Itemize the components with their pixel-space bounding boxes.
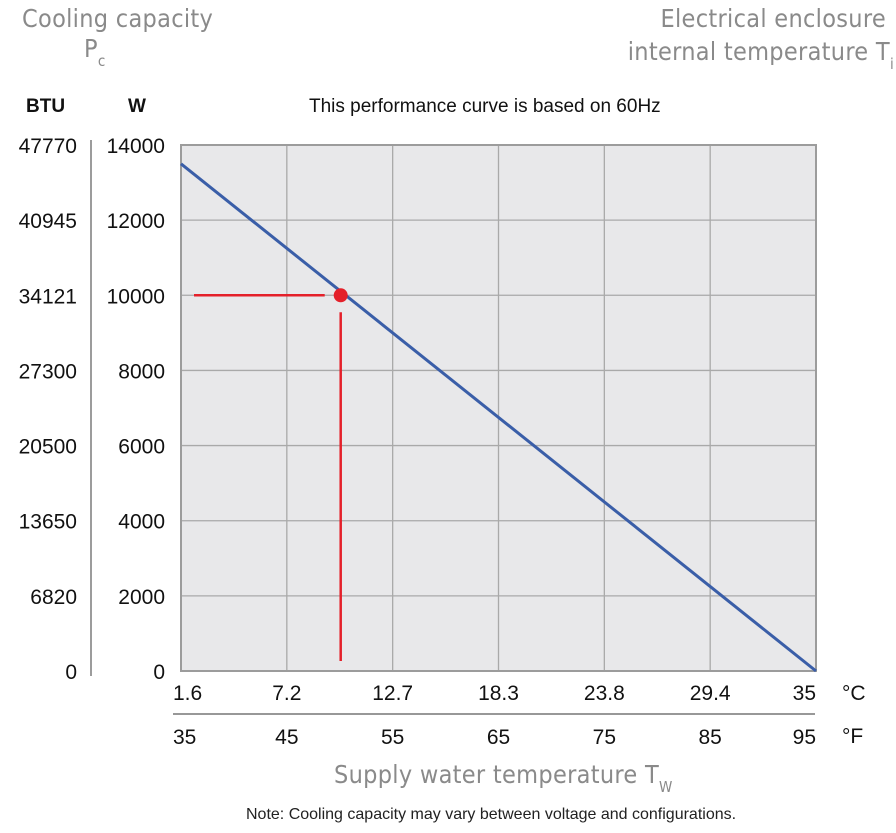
- y-axis-symbol: Pc: [84, 34, 106, 70]
- x-tick-label-celsius: 1.6: [173, 682, 202, 705]
- y-tick-label-btu: 13650: [19, 511, 77, 534]
- y-tick-label-btu: 0: [65, 661, 77, 684]
- top-right-title-subscript: i: [889, 55, 894, 73]
- x-axis-title-subscript: W: [659, 778, 673, 796]
- footnote: Note: Cooling capacity may vary between …: [246, 806, 737, 823]
- x-tick-label-fahrenheit: 85: [698, 726, 721, 749]
- y-tick-label-watt: 12000: [107, 210, 165, 233]
- y-tick-label-btu: 27300: [19, 360, 77, 383]
- y-tick-label-watt: 14000: [107, 135, 165, 158]
- y-tick-label-watt: 4000: [118, 511, 165, 534]
- chart-subtitle: This performance curve is based on 60Hz: [309, 96, 661, 117]
- y-tick-label-btu: 47770: [19, 135, 77, 158]
- y-tick-label-watt: 2000: [118, 586, 165, 609]
- x-tick-label-celsius: 7.2: [272, 682, 301, 705]
- y-tick-label-watt: 10000: [107, 285, 165, 308]
- x-tick-label-celsius: 29.4: [690, 682, 731, 705]
- y-tick-label-watt: 0: [153, 661, 165, 684]
- x-tick-label-celsius: 23.8: [584, 682, 625, 705]
- x-tick-label-celsius: 12.7: [372, 682, 413, 705]
- top-right-title-line1: Electrical enclosure: [660, 4, 886, 33]
- top-right-title-text: internal temperature T: [627, 37, 890, 66]
- y-tick-label-btu: 40945: [19, 210, 77, 233]
- plot-frame: [180, 144, 817, 672]
- celsius-unit-label: °C: [842, 682, 866, 705]
- x-axis-title: Supply water temperature TW: [334, 760, 673, 796]
- x-axis-title-text: Supply water temperature T: [334, 760, 660, 789]
- x-tick-label-fahrenheit: 65: [487, 726, 510, 749]
- btu-unit-label: BTU: [26, 96, 66, 117]
- y-axis-symbol-subscript: c: [97, 52, 106, 70]
- y-axis-title: Cooling capacity: [22, 4, 214, 33]
- x-tick-label-celsius: 35: [793, 682, 816, 705]
- x-tick-label-celsius: 18.3: [478, 682, 519, 705]
- performance-curve-line: [180, 162, 817, 673]
- y-tick-label-watt: 6000: [118, 436, 165, 459]
- y-tick-label-btu: 6820: [30, 586, 77, 609]
- x-tick-label-fahrenheit: 35: [173, 726, 196, 749]
- fahrenheit-unit-label: °F: [842, 725, 864, 748]
- y-tick-label-btu: 20500: [19, 436, 77, 459]
- watt-unit-label: W: [128, 96, 146, 117]
- y-tick-label-btu: 34121: [19, 285, 77, 308]
- top-right-title-line2: internal temperature Ti: [628, 37, 894, 73]
- x-tick-label-fahrenheit: 75: [593, 726, 616, 749]
- operating-point-marker: [333, 288, 348, 303]
- x-tick-label-fahrenheit: 95: [793, 726, 816, 749]
- x-tick-label-fahrenheit: 45: [275, 726, 298, 749]
- y-tick-label-watt: 8000: [118, 360, 165, 383]
- x-tick-label-fahrenheit: 55: [381, 726, 404, 749]
- y-axis-symbol-letter: P: [84, 34, 98, 63]
